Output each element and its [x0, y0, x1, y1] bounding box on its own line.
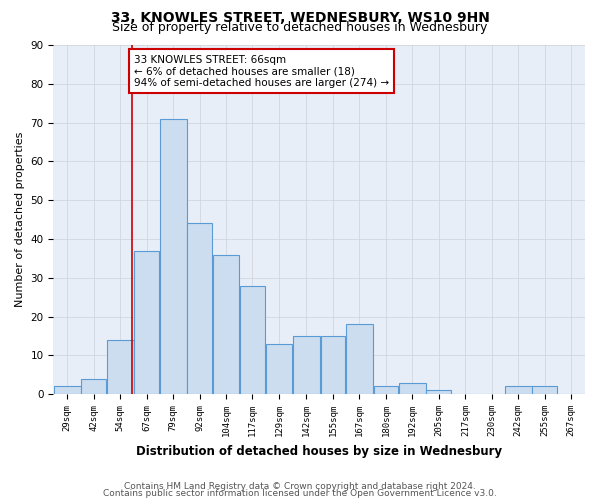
Text: Contains HM Land Registry data © Crown copyright and database right 2024.: Contains HM Land Registry data © Crown c…: [124, 482, 476, 491]
Bar: [54, 386, 80, 394]
Bar: [107, 340, 134, 394]
Bar: [160, 118, 187, 394]
Bar: [240, 286, 265, 394]
Text: 33, KNOWLES STREET, WEDNESBURY, WS10 9HN: 33, KNOWLES STREET, WEDNESBURY, WS10 9HN: [110, 11, 490, 25]
Y-axis label: Number of detached properties: Number of detached properties: [15, 132, 25, 308]
Bar: [399, 382, 426, 394]
Bar: [427, 390, 451, 394]
Bar: [320, 336, 346, 394]
Text: 33 KNOWLES STREET: 66sqm
← 6% of detached houses are smaller (18)
94% of semi-de: 33 KNOWLES STREET: 66sqm ← 6% of detache…: [134, 54, 389, 88]
Bar: [505, 386, 532, 394]
Bar: [293, 336, 320, 394]
Bar: [374, 386, 398, 394]
Text: Size of property relative to detached houses in Wednesbury: Size of property relative to detached ho…: [112, 22, 488, 35]
Bar: [134, 250, 159, 394]
X-axis label: Distribution of detached houses by size in Wednesbury: Distribution of detached houses by size …: [136, 444, 502, 458]
Bar: [187, 224, 212, 394]
Text: Contains public sector information licensed under the Open Government Licence v3: Contains public sector information licen…: [103, 490, 497, 498]
Bar: [81, 378, 106, 394]
Bar: [532, 386, 557, 394]
Bar: [212, 254, 239, 394]
Bar: [266, 344, 292, 394]
Bar: [346, 324, 373, 394]
